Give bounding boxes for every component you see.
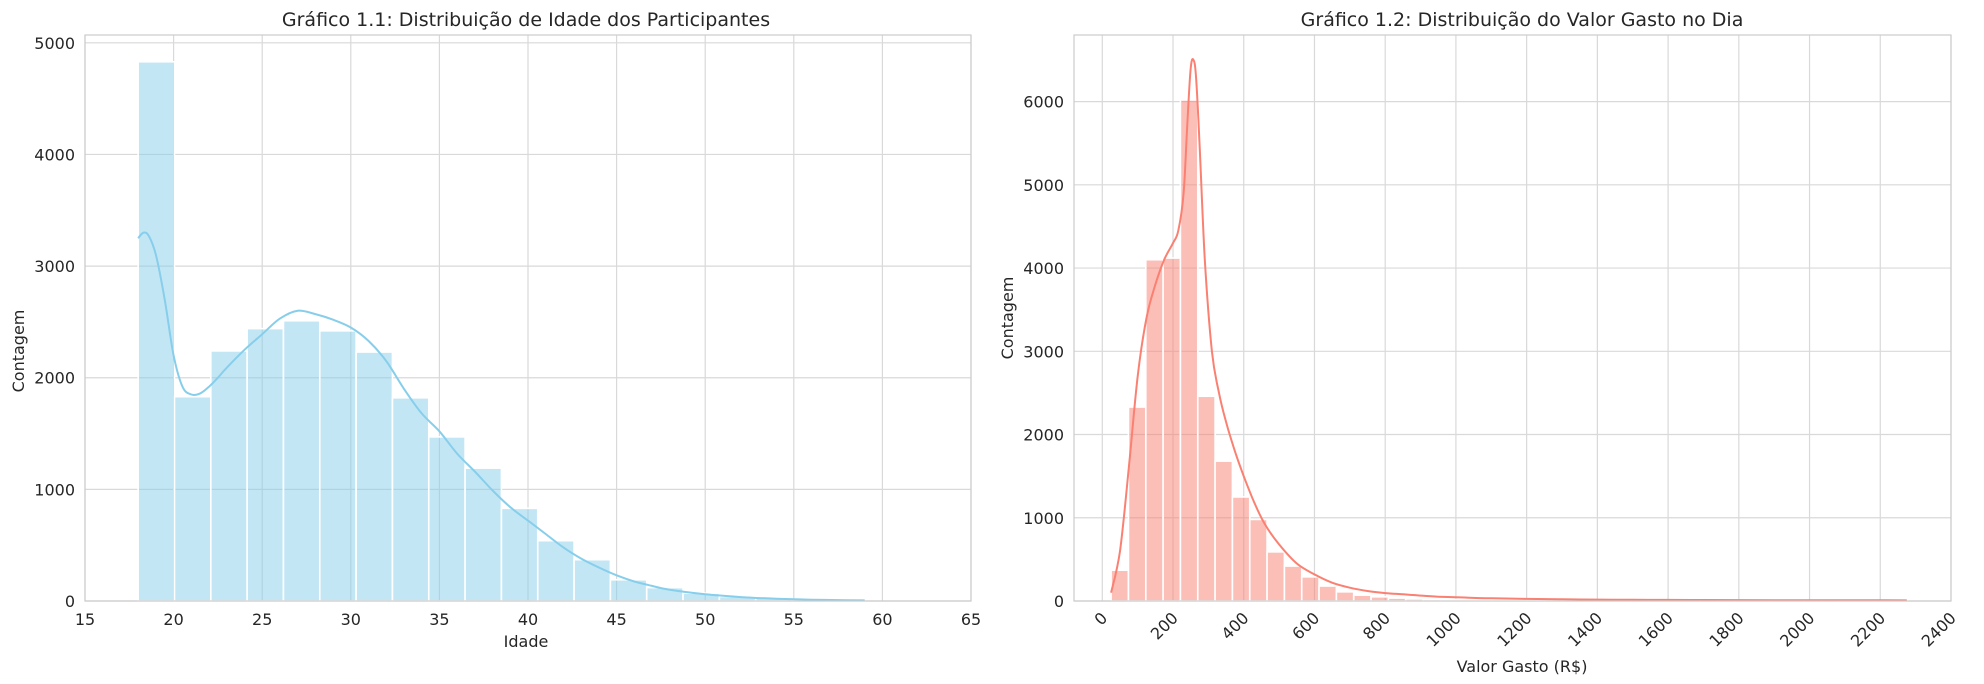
chart-2-bar [1248,518,1268,602]
chart-2-x-tick-label: 800 [1359,608,1394,643]
chart-1-bar [355,351,394,602]
chart-2-x-tick-label: 0 [1090,608,1111,629]
chart-2-bar [1266,551,1286,602]
chart-2-y-tick-label: 5000 [1023,176,1064,195]
chart-2-x-tick-label: 1000 [1423,608,1465,650]
chart-1-x-tick-label: 30 [341,610,361,629]
chart-1-bar [137,60,176,602]
chart-1-bar [464,467,503,602]
chart-2-x-axis-label: Valor Gasto (R$) [1457,657,1588,676]
chart-1-x-tick-label: 60 [872,610,892,629]
chart-2-x-tick-label: 2000 [1776,608,1818,650]
chart-1-bar [391,397,430,602]
chart-2-y-tick-label: 3000 [1023,342,1064,361]
chart-2-frame [1073,34,1952,602]
chart-2-bar [1179,99,1199,602]
chart-1-bar [573,558,612,602]
chart-2-bar [1196,395,1216,602]
chart-2-x-tick-label: 2400 [1918,608,1960,650]
chart-1-kde-line [137,231,865,602]
chart-1-x-tick-label: 15 [75,610,95,629]
chart-2-bar [1300,576,1320,602]
chart-1-x-tick-label: 55 [784,610,804,629]
chart-2-x-tick-label: 1400 [1564,608,1606,650]
chart-2-x-tick-label: 400 [1218,608,1253,643]
chart-2-y-tick-label: 4000 [1023,259,1064,278]
chart-2-x-tick-label: 1200 [1493,608,1535,650]
chart-1-title: Gráfico 1.1: Distribuição de Idade dos P… [282,9,770,31]
chart-1-x-tick-labels: 15 20 25 30 35 40 45 50 55 60 65 [75,610,981,629]
chart-1-x-tick-label: 40 [518,610,538,629]
chart-2-x-tick-label: 200 [1147,608,1182,643]
chart-2-x-tick-labels: 0 200 400 600 800 1000 1200 1400 1600 1800 2000 220… [1090,608,1959,650]
chart-1-x-axis-label: Idade [504,632,549,651]
chart-2-title: Gráfico 1.2: Distribuição do Valor Gasto… [1301,9,1744,31]
chart-1-bar [173,395,212,602]
chart-2-x-tick-label: 1600 [1635,608,1677,650]
chart-1-y-tick-labels: 0 1000 2000 3000 4000 5000 [34,34,75,611]
chart-2-spend-distribution: 0 200 400 600 800 1000 1200 1400 1600 1800 2000 220… [998,9,1960,676]
chart-1-x-tick-label: 50 [695,610,715,629]
chart-1-y-axis-label: Contagem [9,310,28,393]
chart-1-y-tick-label: 3000 [34,257,75,276]
chart-1-y-tick-label: 1000 [34,480,75,499]
chart-1-y-tick-label: 2000 [34,369,75,388]
chart-1-x-tick-label: 20 [163,610,183,629]
chart-2-bar [1335,591,1355,602]
chart-2-x-tick-label: 2200 [1847,608,1889,650]
chart-2-bars [1110,99,1910,602]
chart-1-bar [210,350,248,602]
chart-2-bar [1283,565,1303,602]
chart-1-bar [282,319,321,602]
chart-2-bar [1231,496,1251,602]
chart-1-bar [246,327,285,602]
chart-1-x-tick-label: 25 [252,610,272,629]
chart-1-bars [137,60,866,602]
chart-1-bar [427,436,466,602]
chart-1-bar [318,330,357,602]
chart-1-frame [84,34,972,602]
chart-1-bar [500,507,539,602]
chart-2-x-tick-label: 1800 [1705,608,1747,650]
chart-2-bar [1370,596,1390,602]
chart-2-y-tick-label: 2000 [1023,426,1064,445]
chart-2-y-tick-label: 1000 [1023,509,1064,528]
chart-1-x-tick-label: 45 [606,610,626,629]
chart-1-y-tick-label: 5000 [34,34,75,53]
chart-2-bar [1318,585,1338,602]
chart-2-kde-line [1110,58,1907,602]
chart-1-x-tick-label: 35 [429,610,449,629]
chart-2-y-tick-labels: 0 1000 2000 3000 4000 5000 6000 [1023,93,1064,611]
chart-1-y-tick-label: 4000 [34,145,75,164]
chart-2-bar [1352,594,1372,602]
chart-2-y-tick-label: 0 [1054,592,1064,611]
chart-2-x-tick-label: 600 [1288,608,1323,643]
chart-1-age-distribution: 15 20 25 30 35 40 45 50 55 60 65 0 1000 2000 3000 4000… [9,9,981,651]
chart-1-x-tick-label: 65 [961,610,981,629]
chart-1-y-tick-label: 0 [65,592,75,611]
chart-2-bar [1162,257,1182,602]
chart-2-y-axis-label: Contagem [998,277,1017,360]
chart-2-y-tick-label: 6000 [1023,93,1064,112]
chart-2-bar [1214,460,1234,602]
